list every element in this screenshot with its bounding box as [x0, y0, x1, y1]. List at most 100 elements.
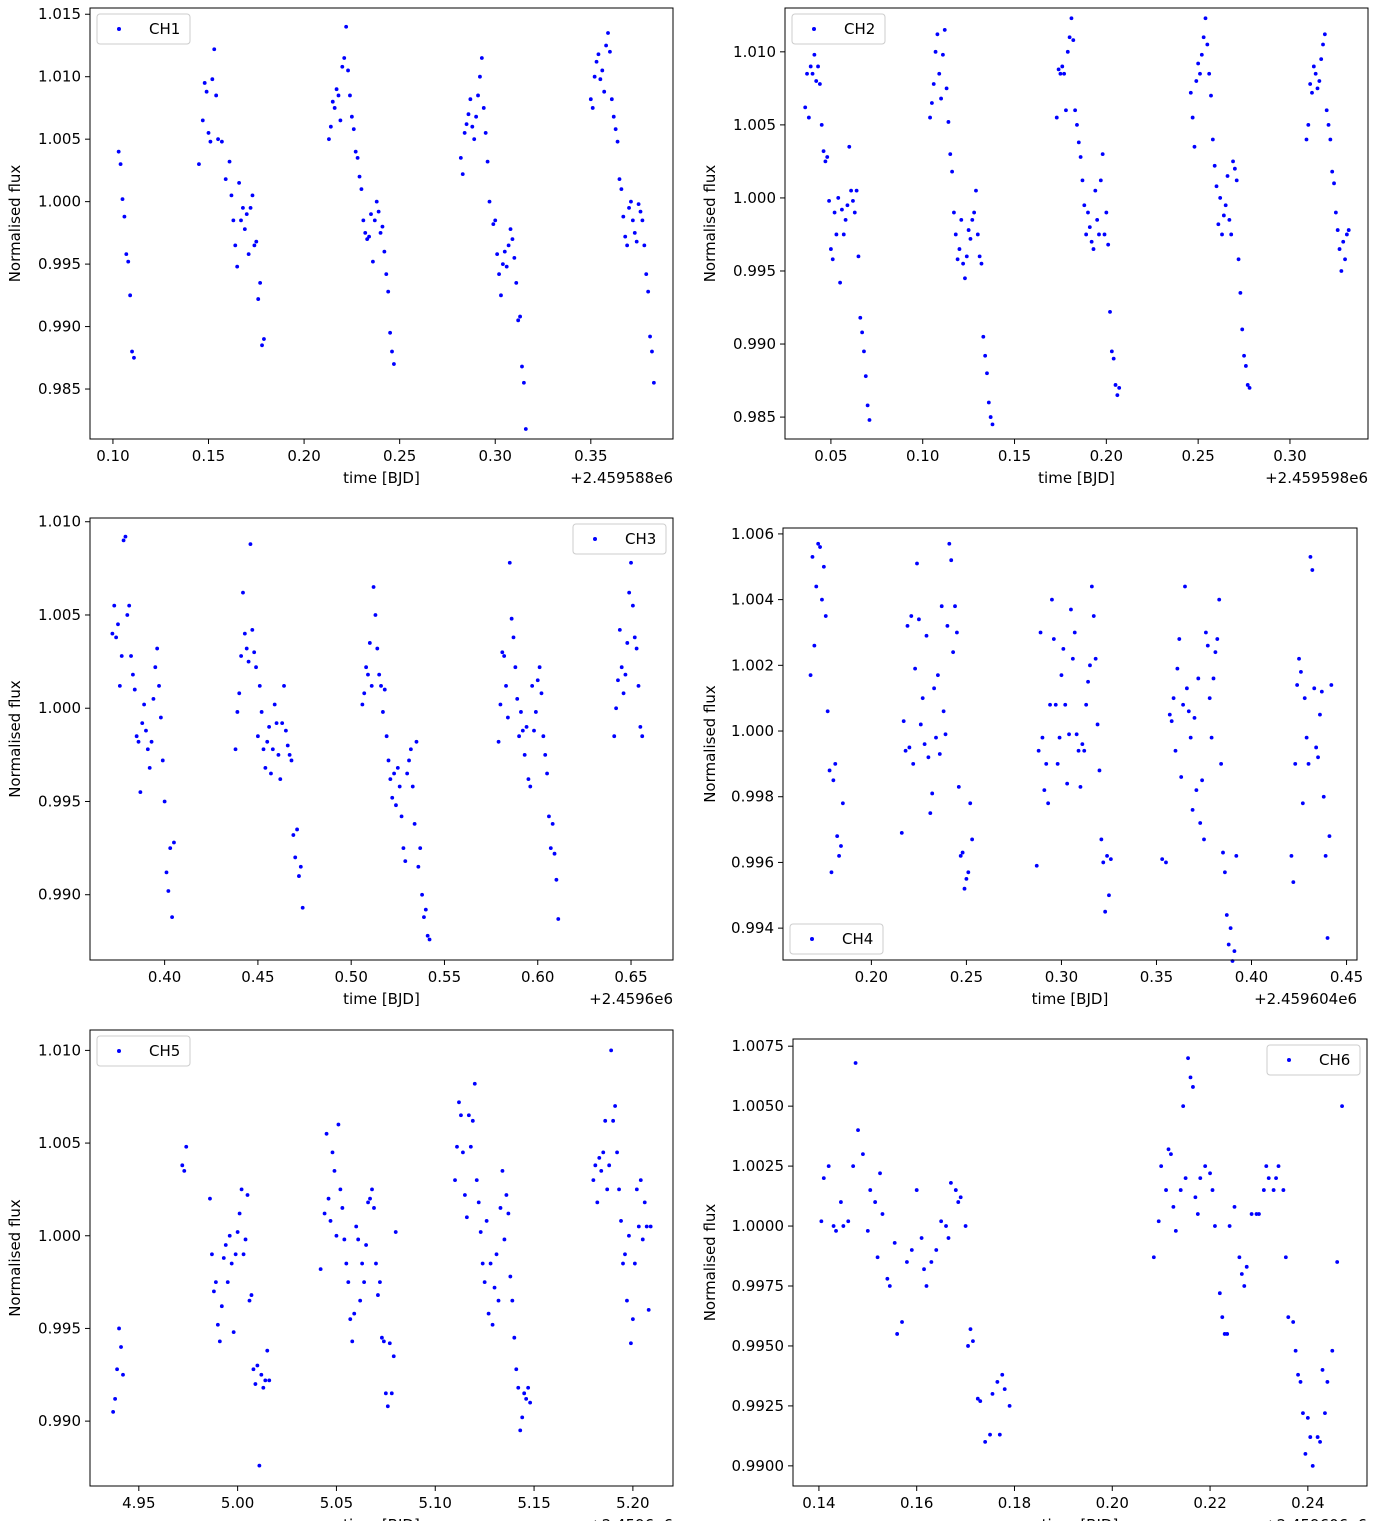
data-point [379, 683, 383, 688]
data-point [244, 646, 249, 651]
data-point [1234, 178, 1239, 183]
data-point [1310, 568, 1315, 572]
data-point [1084, 232, 1089, 237]
data-point [939, 604, 944, 609]
data-point [1340, 1104, 1344, 1109]
data-point [250, 193, 255, 198]
data-point [1108, 857, 1113, 862]
x-tick-label: 0.05 [814, 447, 847, 465]
data-point [827, 198, 831, 203]
data-point [134, 734, 139, 739]
data-point [384, 734, 389, 739]
data-point [355, 156, 360, 160]
legend-label: CH6 [1319, 1051, 1350, 1069]
data-point [1217, 597, 1222, 602]
data-point [221, 1256, 226, 1260]
data-point [235, 264, 240, 269]
data-point [617, 1187, 621, 1192]
data-point [455, 1144, 459, 1149]
data-point [632, 1261, 637, 1266]
plot-frame [89, 517, 674, 961]
data-point [520, 364, 524, 369]
data-point [616, 678, 620, 683]
data-point [642, 1200, 647, 1205]
data-point [1249, 1212, 1254, 1216]
data-point [235, 710, 240, 714]
data-point [117, 1326, 121, 1331]
data-point [615, 1150, 619, 1155]
data-point [1057, 735, 1062, 740]
data-point [506, 243, 511, 248]
data-point [952, 210, 956, 215]
data-point [457, 1100, 461, 1105]
data-point [327, 137, 331, 142]
data-point [625, 243, 630, 248]
data-point [342, 56, 347, 60]
data-point [1103, 909, 1108, 914]
data-point [1237, 1255, 1242, 1260]
data-point [625, 1298, 629, 1303]
data-point [113, 1396, 117, 1401]
data-point [328, 1219, 333, 1223]
data-point [1115, 393, 1120, 398]
data-point [945, 624, 950, 628]
y-axis-label: Normalised flux [6, 680, 24, 798]
data-point [1225, 174, 1230, 178]
x-tick-label: 0.20 [1090, 447, 1123, 465]
data-point [839, 1200, 843, 1204]
data-point [827, 768, 832, 773]
data-point [812, 643, 817, 648]
data-point [155, 646, 160, 651]
y-tick-label: 0.995 [733, 262, 776, 280]
data-point [375, 646, 380, 651]
y-tick-label: 1.0025 [732, 1157, 785, 1175]
data-point [493, 218, 498, 223]
data-point [971, 1339, 975, 1344]
data-point [1236, 257, 1241, 262]
y-tick-label: 0.996 [731, 853, 774, 871]
data-point [1243, 364, 1248, 368]
data-point [1175, 666, 1180, 671]
data-point [833, 761, 838, 766]
y-axis-label: Normalised flux [6, 165, 24, 283]
data-point [453, 1178, 457, 1183]
data-point [374, 1261, 378, 1266]
data-point [1207, 696, 1212, 701]
data-point [121, 1372, 125, 1377]
data-point [1156, 1219, 1161, 1224]
data-point [1095, 722, 1100, 727]
data-point [262, 337, 266, 341]
data-point [1098, 178, 1103, 183]
data-point [484, 1219, 489, 1223]
data-point [1226, 942, 1231, 947]
data-point [490, 1322, 495, 1327]
data-point [204, 89, 209, 94]
legend-marker [812, 27, 816, 31]
data-point [1191, 1085, 1195, 1089]
data-point [968, 236, 973, 241]
data-point [950, 169, 954, 174]
x-tick-label: 0.45 [241, 968, 274, 986]
plot-frame [89, 7, 674, 440]
data-point [983, 353, 988, 358]
plot-frame [792, 1038, 1368, 1487]
y-tick-label: 1.000 [731, 722, 774, 740]
x-tick-label: 5.00 [221, 1494, 254, 1512]
data-point [1113, 383, 1118, 387]
scatter-plot-svg: 0.14 0.16 0.18 0.20 0.22 0.24 0.9900 0.9925 0.99… [701, 1037, 1368, 1525]
data-point [623, 234, 628, 239]
data-point [963, 276, 967, 281]
data-point [131, 672, 135, 677]
data-point [257, 683, 262, 688]
data-point [1171, 1204, 1176, 1209]
data-point [372, 1206, 376, 1210]
data-point [1117, 385, 1122, 390]
data-point [210, 1252, 214, 1257]
data-point [1054, 115, 1059, 120]
data-point [613, 127, 618, 132]
data-point [885, 1276, 890, 1281]
data-point [956, 1200, 961, 1204]
data-point [1203, 16, 1208, 21]
data-point [219, 1304, 224, 1309]
x-offset-text: +2.459598e6 [1265, 469, 1368, 487]
